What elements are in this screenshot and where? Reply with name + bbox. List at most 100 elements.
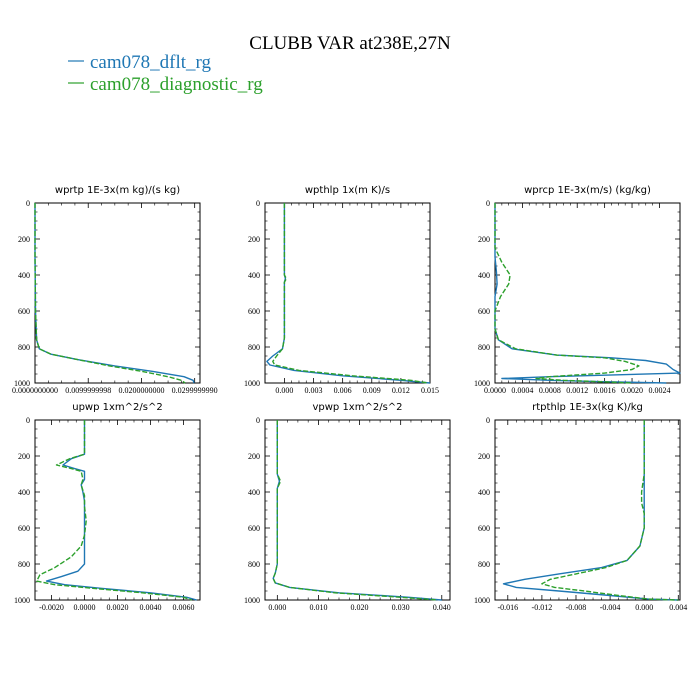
y-tick-label: 800	[478, 343, 490, 352]
y-tick-label: 1000	[244, 379, 260, 388]
x-tick-label: 0.015	[421, 386, 439, 395]
y-tick-label: 200	[18, 235, 30, 244]
x-tick-label: 0.0099999998	[65, 386, 111, 395]
panel-vpwp: vpwp 1xm^2/s^2 0 200 400 600 800 1000 0.000 0.01…	[244, 402, 451, 612]
y-tick-label: 200	[478, 452, 490, 461]
x-tick-label: -0.012	[532, 603, 553, 612]
y-tick-label: 600	[18, 307, 30, 316]
x-tick-label: -0.004	[600, 603, 621, 612]
x-tick-label: 0.0008	[539, 386, 561, 395]
x-tick-label: 0.000	[275, 386, 293, 395]
x-tick-label: 0.000	[268, 603, 286, 612]
panel-upwp: upwp 1xm^2/s^2 0 200 400 600 800 1000 -0.0020 0.…	[14, 402, 201, 612]
y-tick-label: 1000	[474, 379, 490, 388]
y-tick-label: 600	[478, 524, 490, 533]
y-tick-label: 1000	[244, 596, 260, 605]
y-tick-label: 0	[256, 199, 260, 208]
y-tick-label: 600	[248, 524, 260, 533]
series-line-dflt	[494, 203, 681, 384]
x-tick-label: 0.0020	[621, 386, 643, 395]
x-tick-label: -0.0020	[39, 603, 64, 612]
series-line-dflt	[34, 203, 195, 384]
panel-wprcp: wprcp 1E-3x(m/s) (kg/kg) 0 200 400 600 800 100…	[474, 185, 681, 395]
series-line-diagnostic	[494, 203, 640, 384]
series-line-diagnostic	[541, 420, 679, 601]
y-tick-label: 600	[248, 307, 260, 316]
y-tick-label: 600	[478, 307, 490, 316]
panel-rtpthlp: rtpthlp 1E-3x(kg K)/kg02004006008001000-…	[474, 402, 687, 612]
figure-title: CLUBB VAR at238E,27N	[249, 33, 451, 54]
x-tick-label: 0.0000000000	[12, 386, 58, 395]
x-tick-label: 0.0000	[484, 386, 506, 395]
panel-title: wpthlp 1x(m K)/s	[305, 185, 390, 196]
x-tick-label: 0.040	[433, 603, 451, 612]
x-tick-label: -0.008	[566, 603, 587, 612]
plot-frame	[494, 419, 681, 601]
panel-wpthlp: wpthlp 1x(m K)/s 0 200 400 600 800 1000 0.000 0.…	[244, 185, 439, 395]
x-tick-label: 0.010	[309, 603, 327, 612]
y-tick-label: 800	[18, 343, 30, 352]
x-tick-label: 0.0040	[140, 603, 162, 612]
panel-title: wprtp 1E-3x(m kg)/(s kg)	[55, 185, 180, 196]
x-tick-label: 0.012	[392, 386, 410, 395]
x-tick-label: 0.0016	[594, 386, 616, 395]
y-tick-label: 200	[248, 452, 260, 461]
series-line-dflt	[502, 420, 679, 601]
legend: cam078_dflt_rg cam078_diagnostic_rg	[68, 52, 263, 95]
legend-label-dflt: cam078_dflt_rg	[90, 52, 212, 73]
y-tick-label: 0	[486, 416, 490, 425]
x-tick-label: -0.016	[497, 603, 518, 612]
series-line-dflt	[272, 420, 442, 601]
series-line-dflt	[266, 203, 431, 384]
y-tick-label: 600	[18, 524, 30, 533]
series-line-diagnostic	[272, 420, 438, 601]
panel-title: rtpthlp 1E-3x(kg K)/kg	[532, 402, 643, 413]
plot-frame	[264, 202, 431, 384]
y-tick-label: 800	[248, 560, 260, 569]
panel-title: vpwp 1xm^2/s^2	[312, 402, 402, 413]
x-tick-label: 0.004	[669, 603, 687, 612]
x-tick-label: 0.003	[305, 386, 323, 395]
x-tick-label: 0.0000	[74, 603, 96, 612]
x-tick-label: 0.0060	[173, 603, 195, 612]
y-tick-label: 400	[18, 488, 30, 497]
x-tick-label: 0.020	[351, 603, 369, 612]
y-tick-label: 400	[18, 271, 30, 280]
plot-frame	[34, 419, 201, 601]
y-tick-label: 800	[18, 560, 30, 569]
y-tick-label: 400	[478, 271, 490, 280]
x-tick-label: 0.000	[635, 603, 653, 612]
y-tick-label: 800	[248, 343, 260, 352]
panel-title: upwp 1xm^2/s^2	[72, 402, 162, 413]
y-tick-label: 400	[248, 271, 260, 280]
x-tick-label: 0.0020	[107, 603, 129, 612]
y-tick-label: 200	[18, 452, 30, 461]
y-tick-label: 800	[478, 560, 490, 569]
series-line-diagnostic	[36, 420, 193, 601]
y-tick-label: 400	[478, 488, 490, 497]
y-tick-label: 200	[478, 235, 490, 244]
y-tick-label: 1000	[474, 596, 490, 605]
panel-title: wprcp 1E-3x(m/s) (kg/kg)	[524, 185, 651, 196]
panel-wprtp: wprtp 1E-3x(m kg)/(s kg) 0 200 400 600 800 100…	[12, 185, 218, 395]
x-tick-label: 0.006	[334, 386, 352, 395]
y-tick-label: 200	[248, 235, 260, 244]
y-tick-label: 0	[256, 416, 260, 425]
x-tick-label: 0.030	[392, 603, 410, 612]
y-tick-label: 0	[486, 199, 490, 208]
y-tick-label: 1000	[14, 596, 30, 605]
legend-label-diagnostic: cam078_diagnostic_rg	[90, 74, 263, 95]
plot-frame	[264, 419, 451, 601]
x-tick-label: 0.0299999990	[172, 386, 218, 395]
y-tick-label: 1000	[14, 379, 30, 388]
y-tick-label: 0	[26, 199, 30, 208]
x-tick-label: 0.0004	[511, 386, 533, 395]
y-tick-label: 0	[26, 416, 30, 425]
x-tick-label: 0.0200000000	[118, 386, 164, 395]
series-line-diagnostic	[34, 203, 186, 384]
series-line-diagnostic	[272, 203, 429, 384]
series-line-dflt	[45, 420, 197, 601]
x-tick-label: 0.009	[363, 386, 381, 395]
x-tick-label: 0.0012	[566, 386, 588, 395]
